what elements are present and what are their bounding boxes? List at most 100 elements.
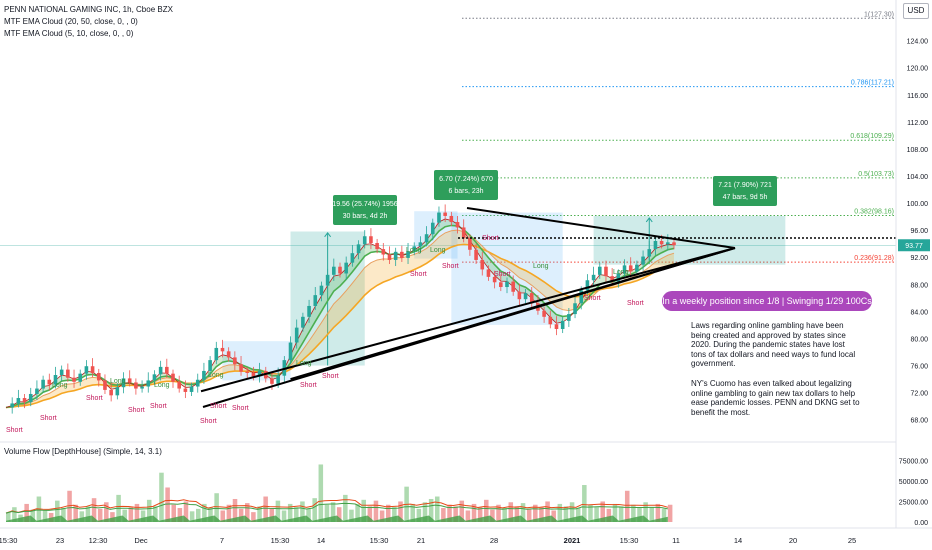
note-paragraph-1: Laws regarding online gambling have been… bbox=[691, 321, 856, 368]
volume-bar bbox=[343, 494, 348, 522]
candle-body bbox=[28, 393, 33, 403]
signal-label: Short bbox=[150, 403, 167, 410]
volume-bar bbox=[459, 500, 465, 522]
signal-labels: Short Short Long Short Long Short Short Long Sho… bbox=[6, 235, 644, 434]
candle-body bbox=[548, 316, 553, 325]
currency-selector[interactable]: USD bbox=[903, 3, 929, 19]
volume-bar bbox=[189, 511, 195, 522]
volume-bar bbox=[385, 504, 391, 522]
volume-bar bbox=[245, 503, 250, 522]
candle-body bbox=[158, 366, 163, 375]
volume-bar bbox=[545, 501, 550, 522]
candle-body bbox=[567, 314, 571, 321]
volume-bar bbox=[269, 508, 275, 522]
note-paragraph-2: NY's Cuomo has even talked about legaliz… bbox=[691, 379, 860, 417]
candle-body bbox=[152, 374, 157, 381]
time-tick-label: 7 bbox=[220, 536, 224, 545]
volume-bar bbox=[220, 510, 226, 522]
position-callout: In a weekly position since 1/8 | Swingin… bbox=[662, 291, 872, 311]
volume-bar bbox=[287, 503, 293, 522]
volume-bar bbox=[324, 504, 330, 522]
candle-body bbox=[461, 227, 466, 239]
volume-bar bbox=[6, 512, 11, 522]
candle-body bbox=[604, 266, 608, 277]
volume-bar bbox=[214, 493, 219, 522]
volume-bar bbox=[294, 507, 299, 522]
candle-body bbox=[270, 378, 274, 384]
volume-bar bbox=[97, 508, 103, 522]
volume-bar bbox=[373, 500, 379, 522]
candle-body bbox=[294, 327, 299, 343]
volume-bar bbox=[667, 504, 673, 522]
volume-indicator-title: Volume Flow [DepthHouse] (Simple, 14, 3.… bbox=[4, 447, 162, 456]
volume-bar bbox=[502, 508, 507, 522]
candle-body bbox=[573, 303, 577, 315]
candle-body bbox=[659, 240, 664, 245]
candle-body bbox=[109, 389, 113, 396]
time-tick-label: 14 bbox=[317, 536, 325, 545]
volume-bar bbox=[612, 503, 618, 522]
volume-bar bbox=[208, 507, 213, 522]
signal-label: Short bbox=[300, 382, 317, 389]
volume-tick-label: 0.00 bbox=[914, 520, 928, 527]
candle-body bbox=[189, 386, 194, 392]
candle-body bbox=[412, 246, 417, 252]
signal-label: Long bbox=[613, 269, 629, 276]
candle-body bbox=[332, 266, 336, 275]
price-tick-label: 120.00 bbox=[907, 66, 929, 73]
volume-bar bbox=[526, 508, 532, 522]
volume-bar bbox=[85, 506, 91, 522]
candle-body bbox=[474, 249, 478, 260]
volume-bar bbox=[104, 502, 109, 522]
volume-bar bbox=[355, 503, 360, 522]
volume-bar bbox=[312, 498, 317, 522]
measure-label-line2: 47 bars, 9d 5h bbox=[723, 194, 768, 201]
volume-bar bbox=[563, 506, 569, 522]
price-tick-label: 76.00 bbox=[910, 364, 928, 371]
candle-body bbox=[165, 366, 169, 374]
volume-bar bbox=[183, 501, 189, 522]
candle-body bbox=[183, 388, 188, 392]
fib-level-label: 0.236(91.28) bbox=[854, 255, 894, 262]
measure-label-line1: 7.21 (7.90%) 721 bbox=[718, 182, 772, 189]
signal-label: Long bbox=[296, 360, 312, 367]
last-price-label: 93.77 bbox=[905, 243, 923, 250]
candle-body bbox=[66, 369, 70, 378]
volume-bar bbox=[55, 500, 60, 522]
candle-body bbox=[666, 242, 670, 245]
price-tick-label: 88.00 bbox=[910, 282, 928, 289]
measure-label-box bbox=[713, 176, 777, 206]
price-tick-label: 96.00 bbox=[910, 228, 928, 235]
measure-label-line1: 19.56 (25.74%) 1956 bbox=[332, 201, 397, 208]
signal-label: Long bbox=[52, 382, 68, 389]
signal-label: Short bbox=[410, 271, 427, 278]
candle-body bbox=[387, 254, 392, 260]
candle-body bbox=[430, 222, 435, 235]
volume-bar bbox=[73, 504, 78, 522]
volume-bar bbox=[251, 512, 256, 522]
candle-body bbox=[375, 243, 379, 250]
time-tick-label: 28 bbox=[490, 536, 498, 545]
time-tick-label: 15:30 bbox=[370, 536, 389, 545]
volume-bar bbox=[582, 485, 587, 522]
volume-bar bbox=[618, 506, 624, 522]
volume-bar bbox=[165, 487, 170, 522]
volume-bar bbox=[416, 508, 422, 522]
time-tick-label: 2021 bbox=[564, 536, 581, 545]
price-tick-label: 80.00 bbox=[910, 336, 928, 343]
candle-body bbox=[647, 249, 652, 257]
volume-bar bbox=[238, 508, 244, 522]
candle-body bbox=[449, 215, 454, 223]
volume-bar bbox=[367, 506, 373, 522]
signal-label: Short bbox=[6, 427, 23, 434]
signal-label: Short bbox=[200, 418, 217, 425]
signal-label: Short bbox=[232, 405, 249, 412]
volume-bar bbox=[588, 504, 593, 522]
time-tick-label: 23 bbox=[56, 536, 64, 545]
volume-bar bbox=[202, 503, 207, 522]
volume-bar bbox=[24, 503, 29, 522]
volume-bar bbox=[539, 507, 544, 522]
candle-body bbox=[369, 236, 373, 244]
